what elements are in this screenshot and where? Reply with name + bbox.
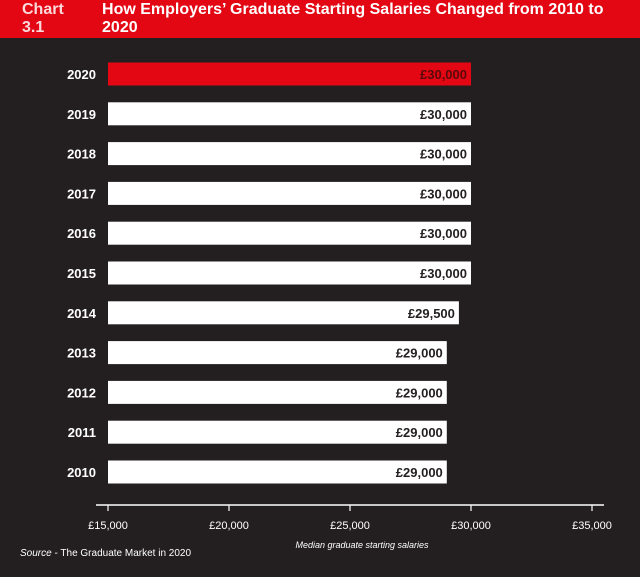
value-label-2019: £30,000: [420, 107, 467, 122]
value-label-2016: £30,000: [420, 226, 467, 241]
value-label-2020: £30,000: [420, 67, 467, 82]
category-label-2020: 2020: [67, 67, 96, 82]
source-note: Source - The Graduate Market in 2020: [20, 548, 191, 559]
bar-2017: [108, 181, 471, 205]
category-label-2011: 2011: [68, 425, 96, 440]
bar-2018: [108, 142, 471, 166]
bar-2014: [108, 301, 459, 325]
source-label: Source: [20, 548, 52, 559]
x-axis-label: Median graduate starting salaries: [295, 540, 429, 550]
category-label-2014: 2014: [67, 306, 97, 321]
chart-number: Chart 3.1: [22, 1, 64, 36]
bar-2013: [108, 341, 447, 365]
x-tick-label-20000: £20,000: [209, 520, 249, 532]
category-label-2017: 2017: [67, 186, 96, 201]
value-label-2010: £29,000: [396, 465, 443, 480]
x-tick-label-15000: £15,000: [88, 520, 128, 532]
category-label-2018: 2018: [67, 147, 96, 162]
value-label-2015: £30,000: [420, 266, 467, 281]
value-label-2012: £29,000: [396, 385, 443, 400]
source-text: - The Graduate Market in 2020: [51, 548, 192, 559]
bar-2010: [108, 460, 447, 484]
chart-header: Chart 3.1 How Employers’ Graduate Starti…: [0, 0, 640, 38]
bar-2012: [108, 380, 447, 404]
category-label-2016: 2016: [67, 226, 96, 241]
bar-2019: [108, 102, 471, 126]
chart-title: How Employers’ Graduate Starting Salarie…: [102, 1, 604, 36]
category-label-2012: 2012: [67, 385, 96, 400]
bar-2016: [108, 221, 471, 245]
value-label-2014: £29,500: [408, 306, 455, 321]
category-label-2010: 2010: [67, 465, 96, 480]
bar-2020: [108, 62, 471, 86]
bar-2011: [108, 420, 447, 444]
x-tick-label-25000: £25,000: [330, 520, 370, 532]
value-label-2013: £29,000: [396, 346, 443, 361]
x-tick-label-30000: £30,000: [451, 520, 491, 532]
salary-bar-chart: 2020 £30,000 2019 £30,000 2018 £30,000 2017 £30…: [67, 62, 612, 550]
category-label-2019: 2019: [67, 107, 96, 122]
value-label-2017: £30,000: [420, 186, 467, 201]
value-label-2018: £30,000: [420, 147, 467, 162]
category-label-2013: 2013: [67, 346, 96, 361]
x-tick-label-35000: £35,000: [572, 520, 612, 532]
bar-2015: [108, 261, 471, 285]
category-label-2015: 2015: [67, 266, 96, 281]
value-label-2011: £29,000: [396, 425, 443, 440]
